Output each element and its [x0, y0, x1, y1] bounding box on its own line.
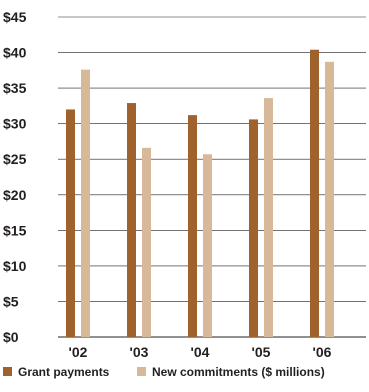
legend-swatch-new-commitments [137, 367, 146, 376]
bar-grant-payments-2 [188, 115, 197, 337]
x-tick-label: '04 [191, 344, 210, 360]
y-tick-label: $0 [3, 329, 19, 345]
bar-new-commitments-3 [264, 98, 273, 337]
y-tick-label: $10 [3, 258, 27, 274]
y-tick-label: $45 [3, 9, 27, 25]
y-tick-label: $25 [3, 151, 27, 167]
legend-item-grant-payments: Grant payments [3, 365, 110, 379]
y-tick-label: $40 [3, 45, 27, 61]
bar-new-commitments-4 [325, 61, 334, 338]
bar-new-commitments-0 [81, 69, 90, 337]
x-tick-label: '05 [252, 344, 271, 360]
y-tick-label: $30 [3, 116, 27, 132]
x-tick-label: '02 [69, 344, 88, 360]
x-tick-label: '06 [313, 344, 332, 360]
bars [66, 49, 334, 338]
bar-grant-payments-4 [310, 49, 319, 337]
legend: Grant payments New commitments ($ millio… [3, 365, 325, 379]
y-tick-label: $20 [3, 187, 27, 203]
y-tick-label: $5 [3, 293, 19, 309]
legend-label-new-commitments: New commitments ($ millions) [152, 365, 325, 379]
y-tick-label: $15 [3, 222, 27, 238]
y-tick-label: $35 [3, 80, 27, 96]
bar-grant-payments-3 [249, 119, 258, 338]
bar-new-commitments-1 [142, 147, 151, 337]
bar-grant-payments-1 [127, 103, 136, 338]
legend-item-new-commitments: New commitments ($ millions) [137, 365, 325, 379]
bar-new-commitments-2 [203, 154, 212, 337]
bar-grant-payments-0 [66, 109, 75, 337]
x-tick-label: '03 [130, 344, 149, 360]
y-axis-tick-labels: $0 $5 $10 $15 $20 $25 $30 $35 $40 $45 [3, 9, 27, 345]
x-axis-tick-labels: '02 '03 '04 '05 '06 [69, 344, 332, 360]
legend-swatch-grant-payments [3, 367, 12, 376]
legend-label-grant-payments: Grant payments [18, 365, 110, 379]
